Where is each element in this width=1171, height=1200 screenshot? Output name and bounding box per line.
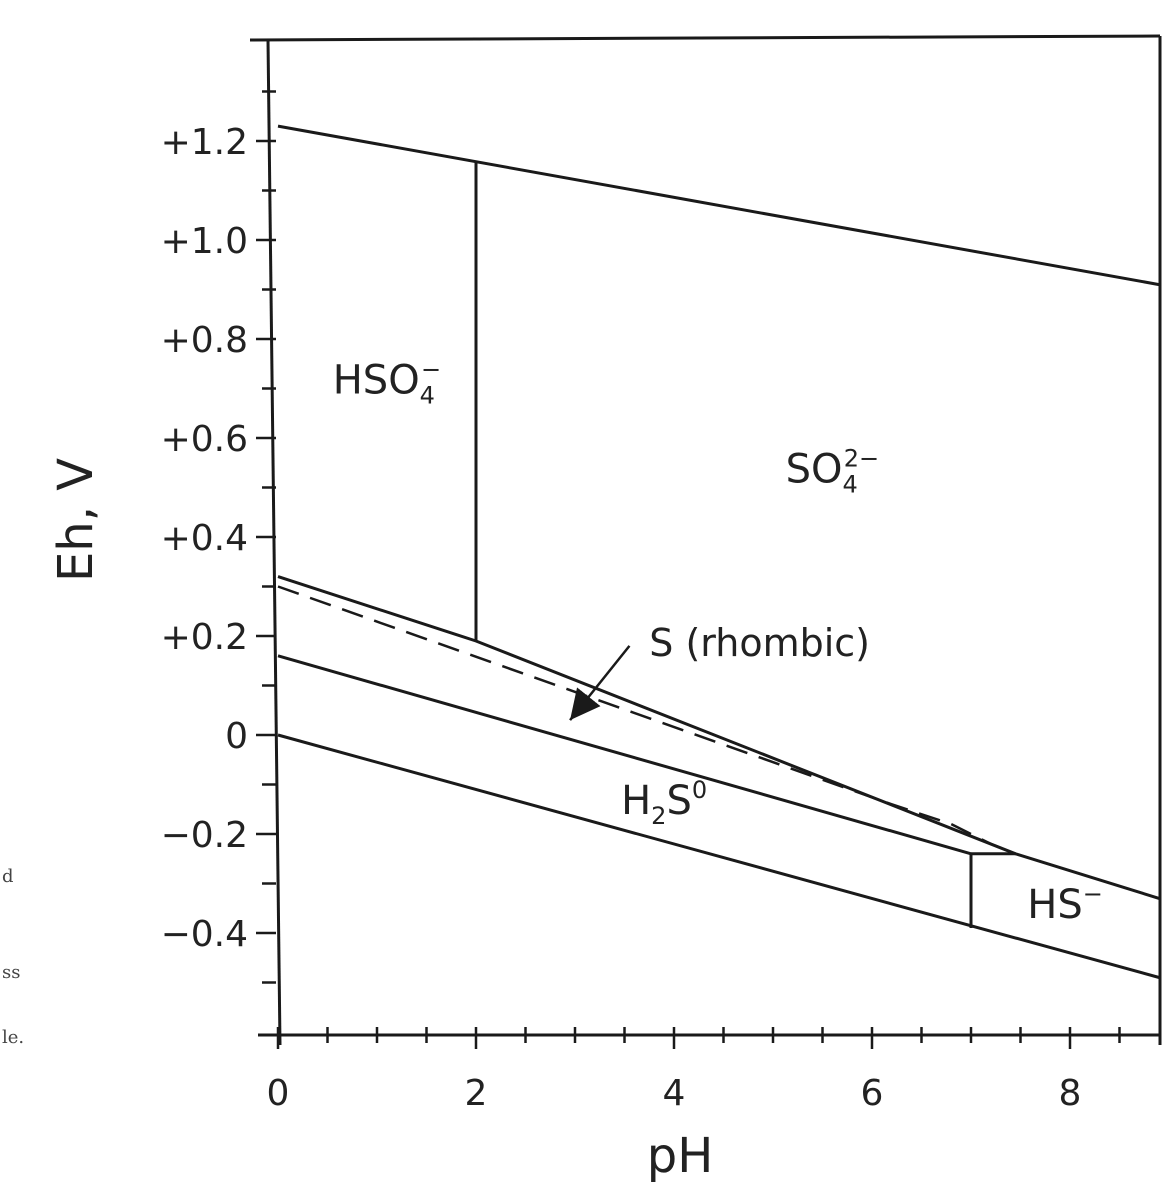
- x-tick-label: 6: [861, 1073, 884, 1114]
- x-tick-label: 4: [663, 1073, 686, 1114]
- y-tick-label: 0: [225, 716, 248, 757]
- frame-top: [249, 34, 1161, 42]
- x-axis-title: pH: [647, 1128, 714, 1184]
- region-label-hso4-: HSO4−: [333, 355, 441, 409]
- region-label-h2s0: H2S0: [621, 776, 707, 830]
- x-tick-label: 0: [267, 1073, 290, 1114]
- y-tick-label: +1.2: [161, 122, 248, 163]
- y-tick-label: +1.0: [161, 221, 248, 262]
- annotation-s-rhombic: S (rhombic): [649, 621, 870, 665]
- plot-frame: [249, 34, 1162, 1046]
- boundary-line-5: [277, 654, 972, 856]
- y-tick-label: −0.2: [161, 815, 248, 856]
- boundary-line-1: [277, 124, 1160, 287]
- x-tick-label: 2: [465, 1073, 488, 1114]
- axes: +1.2 +1.0 +0.8 +0.6 +0.4 +0.2 0 −0.2 −0.4 0 2 4 6 8 pH…: [48, 90, 1121, 1184]
- y-tick-label: −0.4: [161, 914, 248, 955]
- boundary-line-4: [277, 585, 1017, 855]
- y-tick-label: +0.4: [161, 518, 248, 559]
- margin-text-3: le.: [2, 1027, 24, 1048]
- region-labels: HSO4− SO42− H2S0 HS−: [333, 355, 1103, 928]
- annotations: S (rhombic): [569, 621, 870, 721]
- frame-left: [266, 39, 282, 1046]
- region-label-hs-: HS−: [1027, 880, 1103, 928]
- y-axis-title: Eh, V: [48, 458, 104, 582]
- boundary-line-8: [277, 733, 1160, 979]
- region-label-so4-2-: SO42−: [786, 445, 880, 499]
- x-tick-label: 8: [1059, 1073, 1082, 1114]
- margin-text-1: d: [2, 866, 14, 887]
- margin-text-2: ss: [2, 962, 20, 983]
- boundary-line-3: [277, 575, 1160, 900]
- y-tick-label: +0.2: [161, 617, 248, 658]
- margin-text: d ss le.: [2, 866, 24, 1048]
- annotation-arrow: [569, 645, 631, 721]
- y-tick-label: +0.8: [161, 320, 248, 361]
- stability-boundaries: [277, 124, 1160, 979]
- y-tick-label: +0.6: [161, 419, 248, 460]
